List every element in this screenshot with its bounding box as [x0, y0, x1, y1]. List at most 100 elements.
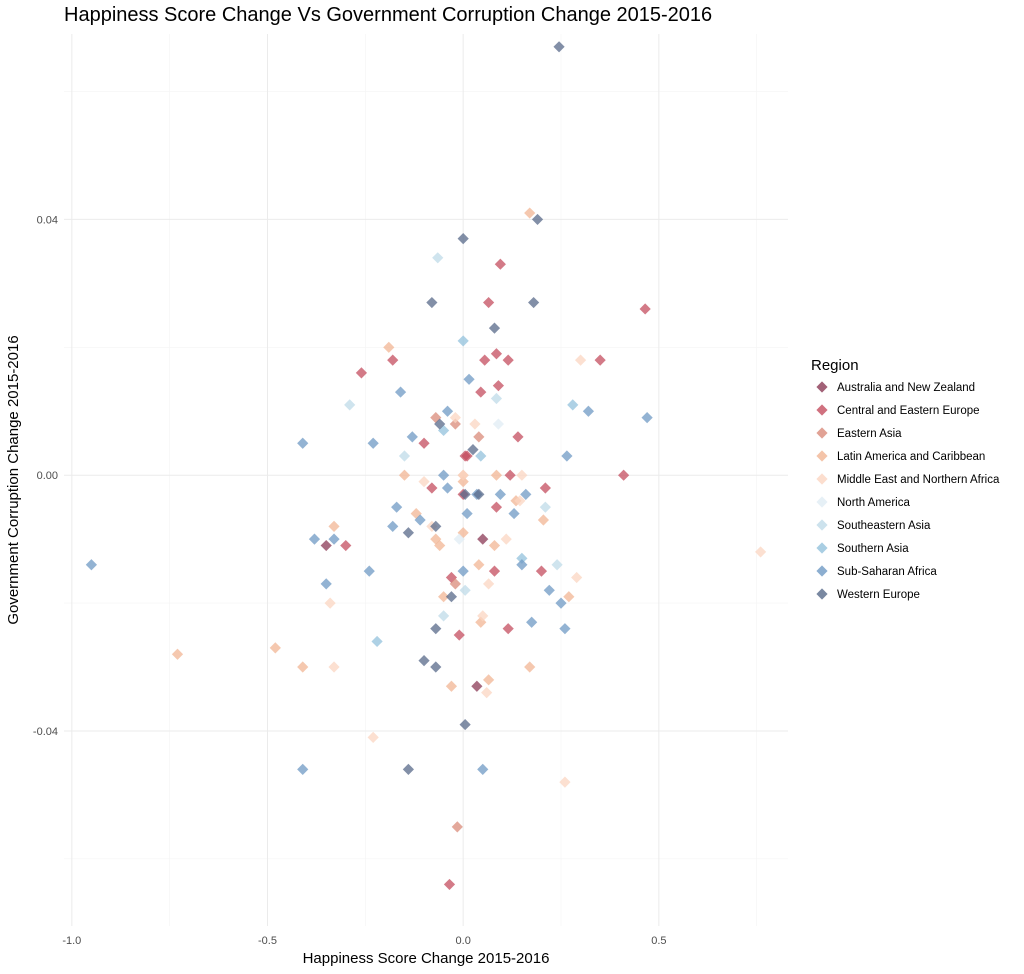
legend-items: Australia and New Zealand Central and Eas… — [816, 381, 1000, 601]
legend-key-icon — [816, 496, 828, 508]
data-point — [451, 821, 463, 833]
legend-label: Southern Asia — [837, 543, 909, 555]
data-point — [418, 437, 430, 449]
data-point — [490, 348, 503, 360]
data-point — [391, 501, 403, 513]
data-point — [441, 482, 454, 494]
data-point — [363, 565, 375, 577]
data-point — [502, 354, 514, 366]
data-point — [445, 680, 458, 692]
data-point — [481, 687, 493, 699]
data-point — [524, 661, 536, 673]
data-point — [430, 412, 442, 424]
data-point — [494, 488, 506, 500]
data-point — [516, 559, 528, 571]
data-point — [516, 469, 528, 481]
data-point — [475, 386, 487, 398]
data-point — [473, 488, 485, 500]
x-tick-label: -0.5 — [258, 935, 277, 947]
data-point — [394, 386, 407, 398]
data-point — [488, 539, 501, 552]
data-point — [543, 584, 555, 596]
data-point — [457, 233, 469, 245]
axis-ticks: -1.0 -0.5 0.0 0.5 -0.04 0.00 0.04 — [33, 214, 667, 947]
data-point — [438, 591, 450, 603]
data-point — [539, 482, 551, 494]
data-point — [639, 303, 651, 315]
data-point — [512, 431, 524, 443]
data-point — [473, 431, 485, 443]
data-points — [85, 41, 767, 891]
data-point — [418, 475, 430, 488]
data-point — [328, 533, 340, 545]
series-group — [402, 41, 565, 775]
legend-key-icon — [816, 542, 828, 554]
data-point — [297, 437, 309, 449]
data-point — [297, 763, 309, 775]
data-point — [537, 514, 550, 526]
data-point — [443, 878, 456, 891]
data-point — [502, 623, 514, 635]
data-point — [457, 527, 469, 539]
data-point — [445, 591, 458, 603]
data-point — [85, 559, 97, 571]
data-point — [430, 533, 442, 545]
data-point — [561, 450, 573, 462]
data-point — [469, 418, 481, 430]
data-point — [508, 507, 520, 520]
data-point — [467, 444, 479, 456]
data-point — [328, 520, 340, 532]
legend-key-icon — [816, 450, 828, 462]
data-point — [449, 412, 461, 424]
grid-lines — [64, 34, 788, 926]
data-point — [477, 533, 489, 545]
legend-key-icon — [816, 565, 828, 577]
data-point — [531, 213, 544, 226]
data-point — [563, 591, 575, 603]
data-point — [459, 584, 471, 596]
data-point — [328, 661, 340, 673]
legend-item: Eastern Asia — [816, 427, 902, 440]
data-point — [574, 354, 587, 366]
data-point — [471, 680, 483, 692]
data-point — [430, 661, 442, 673]
data-point — [488, 565, 501, 577]
data-point — [459, 488, 471, 500]
data-point — [461, 450, 473, 462]
data-point — [438, 469, 450, 481]
legend-key-icon — [816, 588, 828, 600]
data-point — [526, 616, 538, 628]
data-point — [387, 354, 399, 366]
legend-item: Southeastern Asia — [816, 519, 931, 532]
data-point — [524, 207, 536, 219]
data-point — [618, 469, 630, 481]
data-point — [494, 258, 506, 270]
data-point — [514, 495, 526, 507]
data-point — [340, 539, 352, 552]
legend-key-icon — [816, 519, 828, 531]
data-point — [500, 533, 512, 545]
data-point — [418, 655, 430, 667]
series-group — [324, 354, 767, 788]
data-point — [438, 610, 450, 622]
data-point — [449, 418, 461, 430]
data-point — [582, 405, 595, 417]
series-group — [85, 373, 653, 775]
data-point — [434, 418, 446, 430]
data-point — [553, 41, 565, 53]
data-point — [535, 565, 548, 577]
data-point — [539, 501, 551, 513]
data-point — [438, 424, 450, 437]
data-point — [432, 252, 444, 264]
data-point — [410, 507, 422, 520]
data-point — [171, 648, 184, 660]
data-point — [449, 578, 461, 590]
y-tick-label: -0.04 — [33, 726, 58, 738]
data-point — [402, 527, 414, 539]
data-point — [355, 367, 368, 379]
data-point — [490, 469, 503, 481]
data-point — [483, 674, 495, 686]
data-point — [477, 763, 489, 775]
legend-title: Region — [811, 357, 859, 374]
data-point — [320, 539, 332, 552]
